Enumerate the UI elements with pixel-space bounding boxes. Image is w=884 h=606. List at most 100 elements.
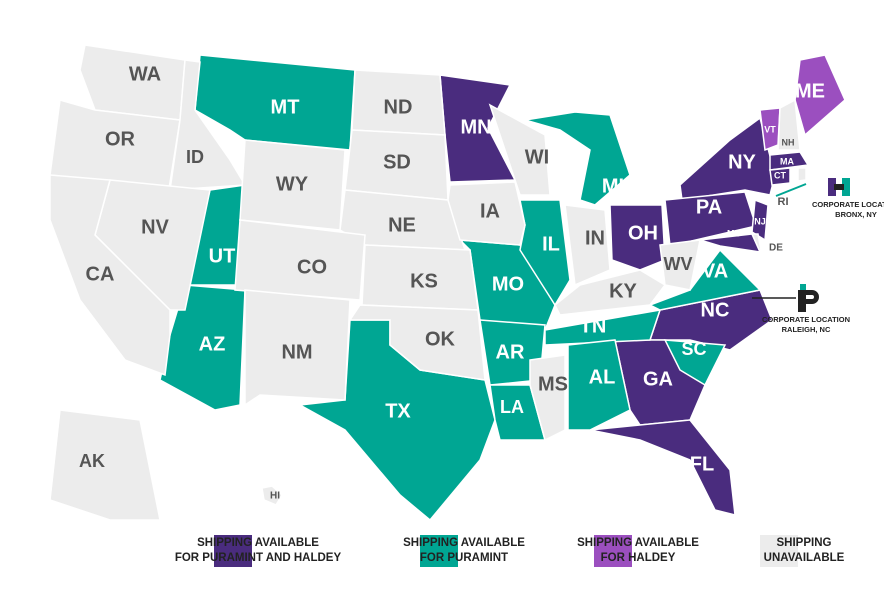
state-label: RI <box>778 196 789 208</box>
group: SHIPPING AVAILABLE FOR PURAMINT <box>403 535 525 567</box>
state-label: NC <box>701 299 730 321</box>
state-label: NJ <box>754 216 766 226</box>
group: RALEIGH, NC <box>782 325 831 334</box>
state <box>529 354 566 442</box>
state <box>49 409 161 521</box>
state-label: MN <box>460 116 491 138</box>
state <box>794 54 846 137</box>
location-label: CORPORATE LOCATION <box>762 315 850 324</box>
state <box>544 309 662 346</box>
state <box>524 111 631 206</box>
location-label: CORPORATE LOCATION <box>812 200 884 209</box>
state-label: KS <box>410 270 438 292</box>
state <box>609 204 666 271</box>
legend-label: SHIPPING AVAILABLE <box>403 537 525 549</box>
group: CORPORATE LOCATION <box>762 315 850 324</box>
state-label: ND <box>384 96 413 118</box>
state-label: TX <box>385 400 411 422</box>
state-label: OK <box>425 328 456 350</box>
state-label: UT <box>209 245 236 267</box>
state <box>348 304 486 381</box>
state-label: WV <box>664 254 693 274</box>
state <box>751 198 769 242</box>
state-label: FL <box>690 453 714 475</box>
state <box>234 219 366 301</box>
state-label: CT <box>774 170 786 180</box>
legend-swatch <box>594 535 632 567</box>
state-label: WY <box>276 173 309 195</box>
state-label: MS <box>538 373 568 395</box>
state-label: NH <box>782 137 795 147</box>
state-label: MI <box>602 175 624 197</box>
state <box>49 174 171 377</box>
legend-label: SHIPPING AVAILABLE <box>577 537 699 549</box>
state <box>564 204 611 287</box>
state <box>663 339 727 387</box>
state-label: WI <box>525 146 549 168</box>
group: BRONX, NY <box>835 210 877 219</box>
state-label: SD <box>383 151 411 173</box>
location-label: RALEIGH, NC <box>782 325 831 334</box>
raleigh-logo <box>798 284 819 312</box>
state <box>169 59 247 191</box>
state <box>261 485 283 506</box>
legend-swatch <box>760 535 798 567</box>
state <box>777 98 801 151</box>
state-label: OH <box>628 222 658 244</box>
state-label: TN <box>580 315 607 337</box>
state-label: HI <box>270 491 280 502</box>
state-label: VT <box>764 124 776 134</box>
location-label: BRONX, NY <box>835 210 877 219</box>
state <box>489 384 546 441</box>
state-label: GA <box>643 368 673 390</box>
state-label: OR <box>105 128 136 150</box>
state <box>589 419 736 516</box>
state-label: MD <box>727 228 741 238</box>
state-label: MA <box>780 156 794 166</box>
state-label: AZ <box>199 333 226 355</box>
state-label: WA <box>129 63 161 85</box>
state <box>567 339 631 431</box>
legend-label: SHIPPING AVAILABLE <box>197 537 319 549</box>
legend-label: SHIPPING <box>777 537 832 549</box>
state <box>769 151 810 171</box>
state-label: DE <box>769 243 783 254</box>
state <box>769 167 791 186</box>
state <box>244 289 351 407</box>
state-label: ME <box>795 80 825 102</box>
state <box>648 248 762 311</box>
state-label: MT <box>271 96 300 118</box>
bronx-leader <box>775 183 807 197</box>
state-label: AR <box>496 341 525 363</box>
state-label: VA <box>702 260 728 282</box>
legend-label: UNAVAILABLE <box>764 552 845 564</box>
group: SHIPPING UNAVAILABLE <box>760 535 845 567</box>
state <box>797 167 807 182</box>
state <box>488 103 551 196</box>
legend-label: FOR HALDEY <box>601 552 676 564</box>
state-label: NV <box>141 216 169 238</box>
legend-swatch <box>420 535 458 567</box>
state <box>750 233 763 257</box>
state-label: MO <box>492 273 524 295</box>
state-label: SC <box>681 339 706 359</box>
state-label: NM <box>281 341 312 363</box>
bronx-logo <box>828 178 850 196</box>
state-label: LA <box>500 397 524 417</box>
state-label: CA <box>86 263 115 285</box>
state-label: NY <box>728 151 756 173</box>
legend-label: FOR PURAMINT <box>420 552 508 564</box>
state-label: IN <box>585 227 605 249</box>
state-label: IL <box>542 233 560 255</box>
group: CORPORATE LOCATION <box>812 200 884 209</box>
legend-swatch <box>214 535 252 567</box>
state-label: CO <box>297 256 327 278</box>
group: SHIPPING AVAILABLE FOR HALDEY <box>577 535 699 567</box>
state-label: AL <box>589 366 616 388</box>
state <box>659 239 701 291</box>
state-label: IA <box>480 200 500 222</box>
state-label: NE <box>388 214 416 236</box>
state-label: ID <box>186 147 204 167</box>
legend-label: FOR PURAMINT AND HALDEY <box>175 552 342 564</box>
